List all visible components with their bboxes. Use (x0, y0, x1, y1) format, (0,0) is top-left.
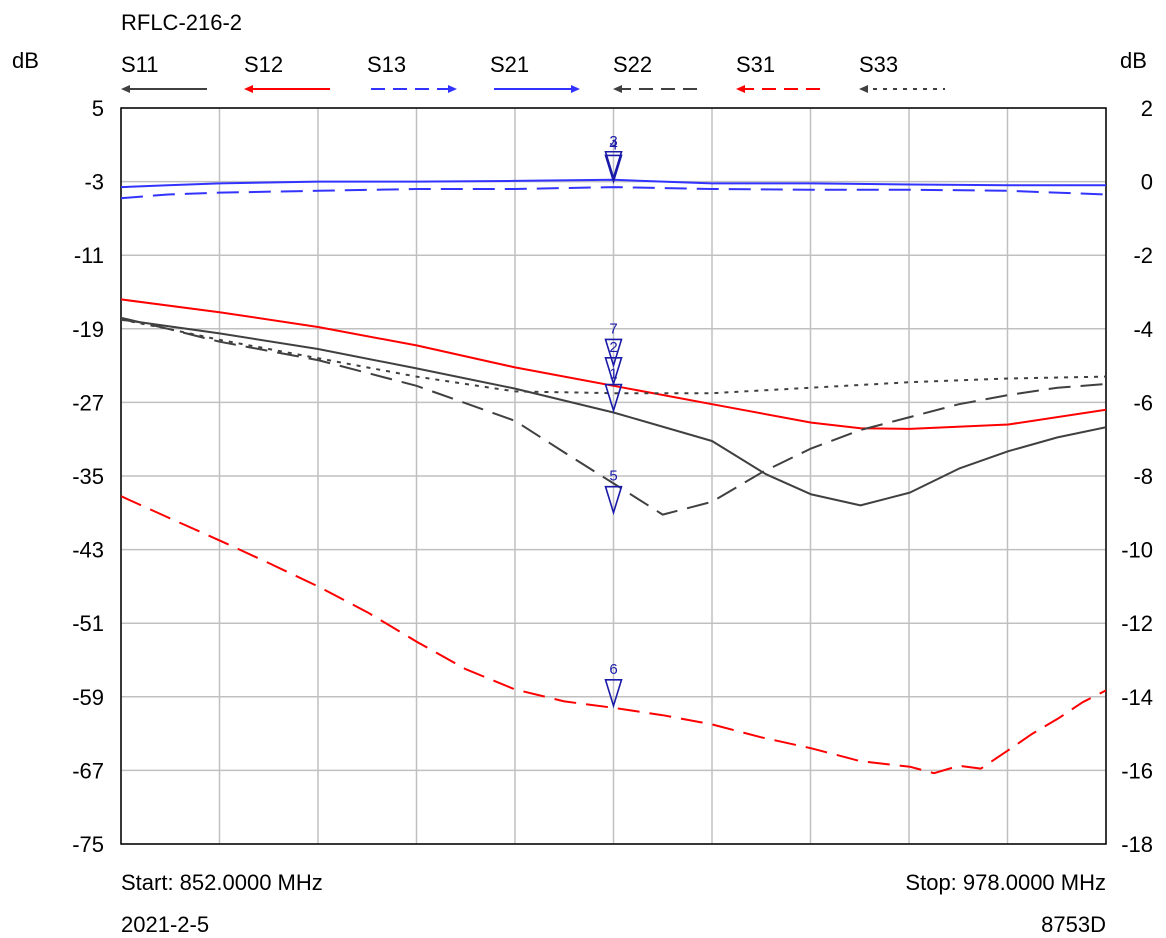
left-tick-label: -67 (72, 758, 104, 783)
left-tick-label: -35 (72, 464, 104, 489)
marker-6-icon (604, 679, 623, 709)
right-tick-label: -14 (1121, 685, 1153, 710)
marker-3-icon (604, 150, 623, 181)
plot-frame (120, 107, 1107, 845)
right-tick-label: -10 (1121, 538, 1153, 563)
legend-label-s22: S22 (613, 52, 652, 77)
right-tick-label: 2 (1141, 96, 1153, 121)
tick-labels: 5 -3 -11 -19 -27 -35 -43 -51 -59 -67 -75 2 0 -2 -4 -6 -8… (72, 96, 1153, 857)
marker-label-2: 2 (609, 339, 617, 356)
right-tick-label: -12 (1121, 611, 1153, 636)
left-tick-label: -43 (72, 538, 104, 563)
marker-7-icon (604, 338, 623, 369)
right-tick-label: -18 (1121, 832, 1153, 857)
right-tick-label: -16 (1121, 758, 1153, 783)
stop-frequency-label: Stop: 978.0000 MHz (905, 870, 1106, 895)
trace-s22 (121, 316, 1106, 516)
right-axis-unit: dB (1120, 48, 1147, 73)
marker-label-3: 3 (609, 133, 617, 150)
left-axis-unit: dB (12, 48, 39, 73)
left-tick-label: -3 (84, 170, 104, 195)
marker-label-6: 6 (609, 661, 617, 678)
legend-arrow-icon (121, 85, 130, 93)
trace-s13 (121, 186, 1106, 200)
legend-arrow-icon (448, 85, 457, 93)
chart-title: RFLC-216-2 (121, 10, 242, 35)
trace-s33 (121, 318, 1106, 395)
legend-label-s11: S11 (121, 52, 159, 77)
date-label: 2021-2-5 (121, 912, 209, 937)
right-tick-label: -6 (1133, 390, 1153, 415)
instrument-label: 8753D (1041, 912, 1106, 937)
marker-5-icon (604, 485, 623, 516)
marker-label-1: 1 (609, 366, 617, 383)
trace-s12 (121, 298, 1106, 430)
trace-s11 (121, 318, 1106, 507)
left-tick-label: -75 (72, 832, 104, 857)
traces (121, 178, 1106, 775)
marker-label-4: 4 (609, 136, 617, 153)
legend-label-s31: S31 (736, 52, 775, 77)
legend-label-s12: S12 (244, 52, 283, 77)
legend-label-s21: S21 (490, 52, 529, 77)
legend-label-s13: S13 (367, 52, 406, 77)
legend-arrow-icon (859, 85, 868, 93)
legend-label-s33: S33 (859, 52, 898, 77)
trace-s21 (121, 178, 1106, 189)
legend-arrow-icon (613, 85, 622, 93)
marker-label-5: 5 (609, 468, 617, 485)
left-tick-label: -27 (72, 390, 104, 415)
markers: 43 7 2 1 5 6 (604, 133, 623, 709)
right-tick-label: -2 (1133, 243, 1153, 268)
right-tick-label: -8 (1133, 464, 1153, 489)
right-tick-label: 0 (1141, 170, 1153, 195)
legend-arrow-icon (571, 85, 580, 93)
left-tick-label: -51 (72, 611, 104, 636)
left-tick-label: -59 (72, 685, 104, 710)
marker-4-icon (604, 154, 623, 185)
marker-1-icon (604, 383, 623, 414)
marker-label-7: 7 (609, 320, 617, 337)
left-tick-label: -19 (72, 317, 104, 342)
left-tick-label: 5 (92, 96, 104, 121)
left-tick-label: -11 (74, 243, 104, 268)
marker-2-icon (604, 357, 623, 387)
right-tick-label: -4 (1133, 317, 1153, 342)
legend-arrow-icon (244, 85, 253, 93)
start-frequency-label: Start: 852.0000 MHz (121, 870, 323, 895)
legend-arrow-icon (736, 85, 745, 93)
legend: S11 S12 S13 S21 S22 S31 S33 (121, 52, 945, 93)
trace-s31 (121, 495, 1106, 775)
